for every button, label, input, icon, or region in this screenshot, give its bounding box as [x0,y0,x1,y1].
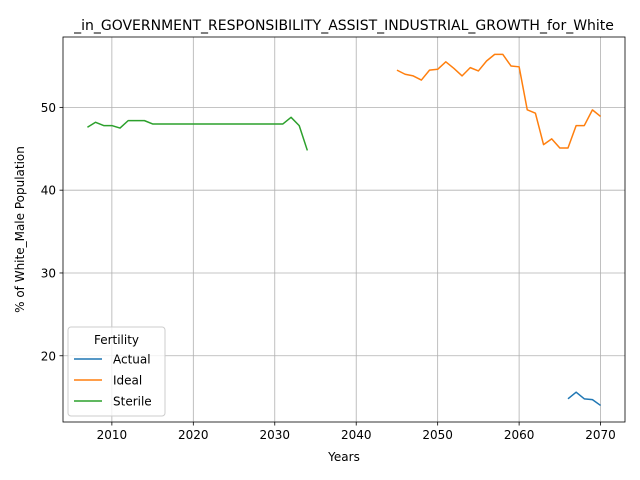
x-tick-label: 2030 [259,428,290,442]
y-tick-label: 40 [41,184,56,198]
y-axis-ticks: 20 30 40 50 [41,101,63,363]
series-lines [87,53,602,407]
series-line-actual [567,391,602,407]
x-tick-label: 2070 [585,428,616,442]
x-axis-label: Years [327,450,360,464]
x-tick-label: 2050 [422,428,453,442]
legend-label-ideal: Ideal [113,374,142,388]
chart-title: _in_GOVERNMENT_RESPONSIBILITY_ASSIST_IND… [73,18,614,34]
x-tick-label: 2040 [341,428,372,442]
y-tick-label: 50 [41,101,56,115]
x-tick-label: 2020 [178,428,209,442]
plot-frame [62,36,626,423]
y-tick-label: 30 [41,266,56,280]
y-tick-label: 20 [41,349,56,363]
legend-title: Fertility [94,333,139,347]
legend-box [67,326,166,417]
x-axis-ticks: 2010 2020 2030 2040 2050 2060 2070 [97,422,616,442]
x-tick-label: 2010 [97,428,128,442]
series-line-ideal [396,53,602,149]
legend: Fertility Actual Ideal Sterile [67,326,166,417]
legend-label-sterile: Sterile [113,395,152,409]
y-axis-label: % of White_Male Population [13,146,27,313]
series-line-sterile [87,116,309,151]
legend-label-actual: Actual [113,353,151,367]
grid-lines [63,37,625,422]
x-tick-label: 2060 [504,428,535,442]
